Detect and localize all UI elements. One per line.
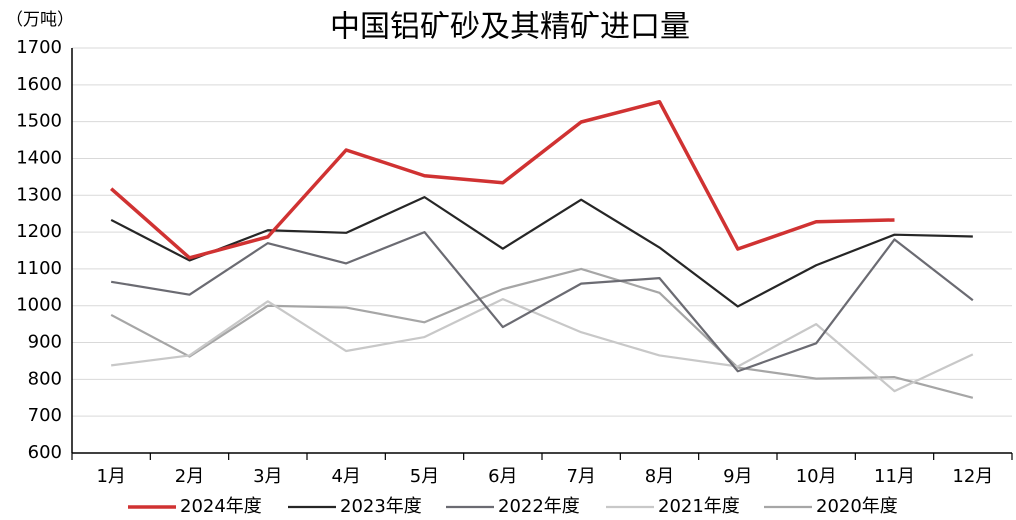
- series-line: [111, 298, 974, 393]
- x-tick-label: 12月: [952, 466, 993, 487]
- x-tick-label: 7月: [566, 466, 595, 487]
- y-tick-label: 1300: [16, 184, 62, 205]
- y-tick-label: 1200: [16, 221, 62, 242]
- y-tick-label: 900: [28, 332, 62, 353]
- series-line: [110, 100, 895, 260]
- x-tick-label: 10月: [796, 466, 837, 487]
- legend-label: 2020年度: [816, 496, 898, 517]
- series-line: [110, 267, 974, 399]
- legend-label: 2023年度: [340, 496, 422, 517]
- y-tick-label: 1000: [16, 295, 62, 316]
- y-tick-label: 700: [28, 405, 62, 426]
- chart-title: 中国铝矿砂及其精矿进口量: [330, 10, 690, 45]
- y-tick-label: 800: [28, 368, 62, 389]
- x-tick-label: 1月: [96, 466, 125, 487]
- x-tick-label: 3月: [253, 466, 282, 487]
- y-tick-label: 1100: [16, 258, 62, 279]
- y-unit: （万吨）: [6, 10, 74, 30]
- legend-label: 2021年度: [658, 496, 740, 517]
- x-tick-label: 8月: [645, 466, 674, 487]
- x-tick-label: 9月: [723, 466, 752, 487]
- y-tick-label: 1500: [16, 111, 62, 132]
- y-tick-label: 1400: [16, 147, 62, 168]
- legend-label: 2024年度: [180, 496, 262, 517]
- legend-label: 2022年度: [498, 496, 580, 517]
- x-tick-label: 4月: [331, 466, 360, 487]
- x-tick-label: 5月: [410, 466, 439, 487]
- y-tick-label: 600: [28, 442, 62, 463]
- x-tick-label: 2月: [175, 466, 204, 487]
- series-line: [110, 196, 973, 308]
- y-tick-label: 1700: [16, 37, 62, 58]
- x-tick-label: 11月: [874, 466, 915, 487]
- x-tick-label: 6月: [488, 466, 517, 487]
- y-tick-label: 1600: [16, 74, 62, 95]
- series-line: [110, 230, 974, 373]
